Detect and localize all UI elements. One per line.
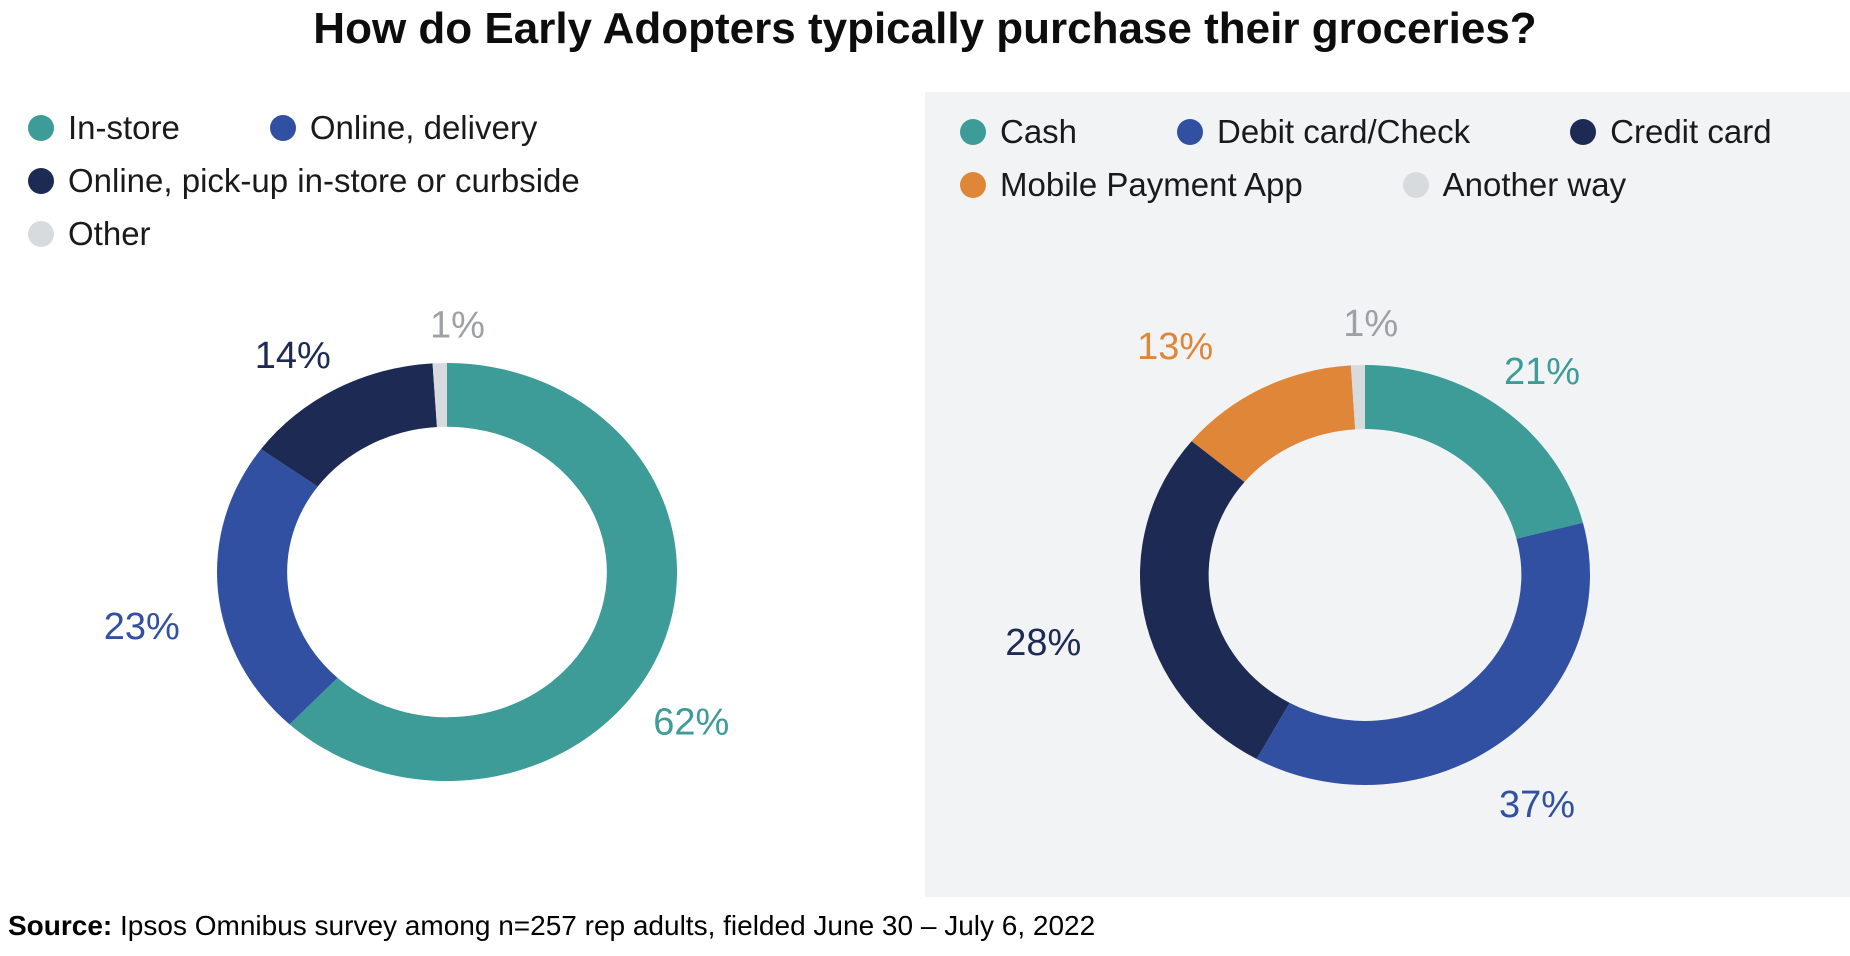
percent-label: 1% [1343, 303, 1398, 345]
legend-label: Cash [1000, 113, 1078, 150]
legend-item: Credit card [1570, 112, 1772, 152]
percent-label: 13% [1137, 326, 1213, 368]
donut-slice [1256, 522, 1590, 785]
donut-slice [1350, 365, 1365, 430]
legend-item: Cash [960, 112, 1077, 152]
source-label: Source: [8, 910, 113, 941]
percent-label: 62% [653, 702, 729, 744]
percent-label: 21% [1504, 351, 1580, 393]
purchase-method-donut-chart: 62% 23% 14% 1% [104, 304, 729, 781]
legend-swatch-icon [28, 168, 54, 194]
donut-slice [217, 449, 338, 725]
percent-label: 14% [255, 335, 331, 377]
legend-swatch-icon [28, 115, 54, 141]
purchase-method-legend: In-store Online, delivery Online, pick-up … [28, 108, 688, 254]
legend-label: Credit card [1610, 113, 1772, 150]
percent-label: 37% [1499, 784, 1575, 826]
donut-slice [1365, 365, 1583, 539]
percent-label: 23% [104, 606, 180, 648]
legend-label: Another way [1442, 166, 1627, 203]
legend-label: Debit card/Check [1217, 113, 1471, 150]
percent-label: 1% [430, 304, 485, 346]
legend-item: Other [28, 214, 151, 254]
chart-title: How do Early Adopters typically purchase… [313, 4, 1537, 53]
legend-item: Another way [1402, 165, 1627, 205]
legend-item: In-store [28, 108, 180, 148]
legend-label: Online, pick-up in-store or curbside [68, 162, 580, 199]
legend-item: Debit card/Check [1177, 112, 1470, 152]
donut-slice [1140, 441, 1290, 760]
legend-swatch-icon [28, 221, 54, 247]
donut-slice [1191, 365, 1356, 482]
legend-item: Online, pick-up in-store or curbside [28, 161, 580, 201]
percent-label: 28% [1005, 622, 1081, 664]
legend-swatch-icon [960, 172, 986, 198]
donut-slice [432, 363, 447, 428]
legend-label: Other [68, 215, 151, 252]
payment-method-legend: Cash Debit card/Check Credit card Mobile Pa… [960, 112, 1845, 205]
legend-swatch-icon [1570, 119, 1597, 145]
donut-slice [260, 363, 437, 487]
legend-swatch-icon [960, 119, 986, 145]
legend-swatch-icon [1177, 119, 1204, 145]
source-text: Ipsos Omnibus survey among n=257 rep adu… [112, 910, 1096, 941]
legend-item: Online, delivery [269, 108, 538, 148]
legend-label: Online, delivery [309, 109, 538, 146]
payment-method-donut-chart: 21% 37% 28% 13% 1% [1005, 303, 1590, 826]
legend-label: In-store [68, 109, 180, 146]
legend-item: Mobile Payment App [960, 165, 1303, 205]
donut-slice [289, 363, 677, 781]
legend-label: Mobile Payment App [1000, 166, 1303, 203]
source-line: Source: Ipsos Omnibus survey among n=257… [8, 910, 1095, 942]
legend-swatch-icon [1402, 172, 1429, 198]
legend-swatch-icon [269, 115, 296, 141]
